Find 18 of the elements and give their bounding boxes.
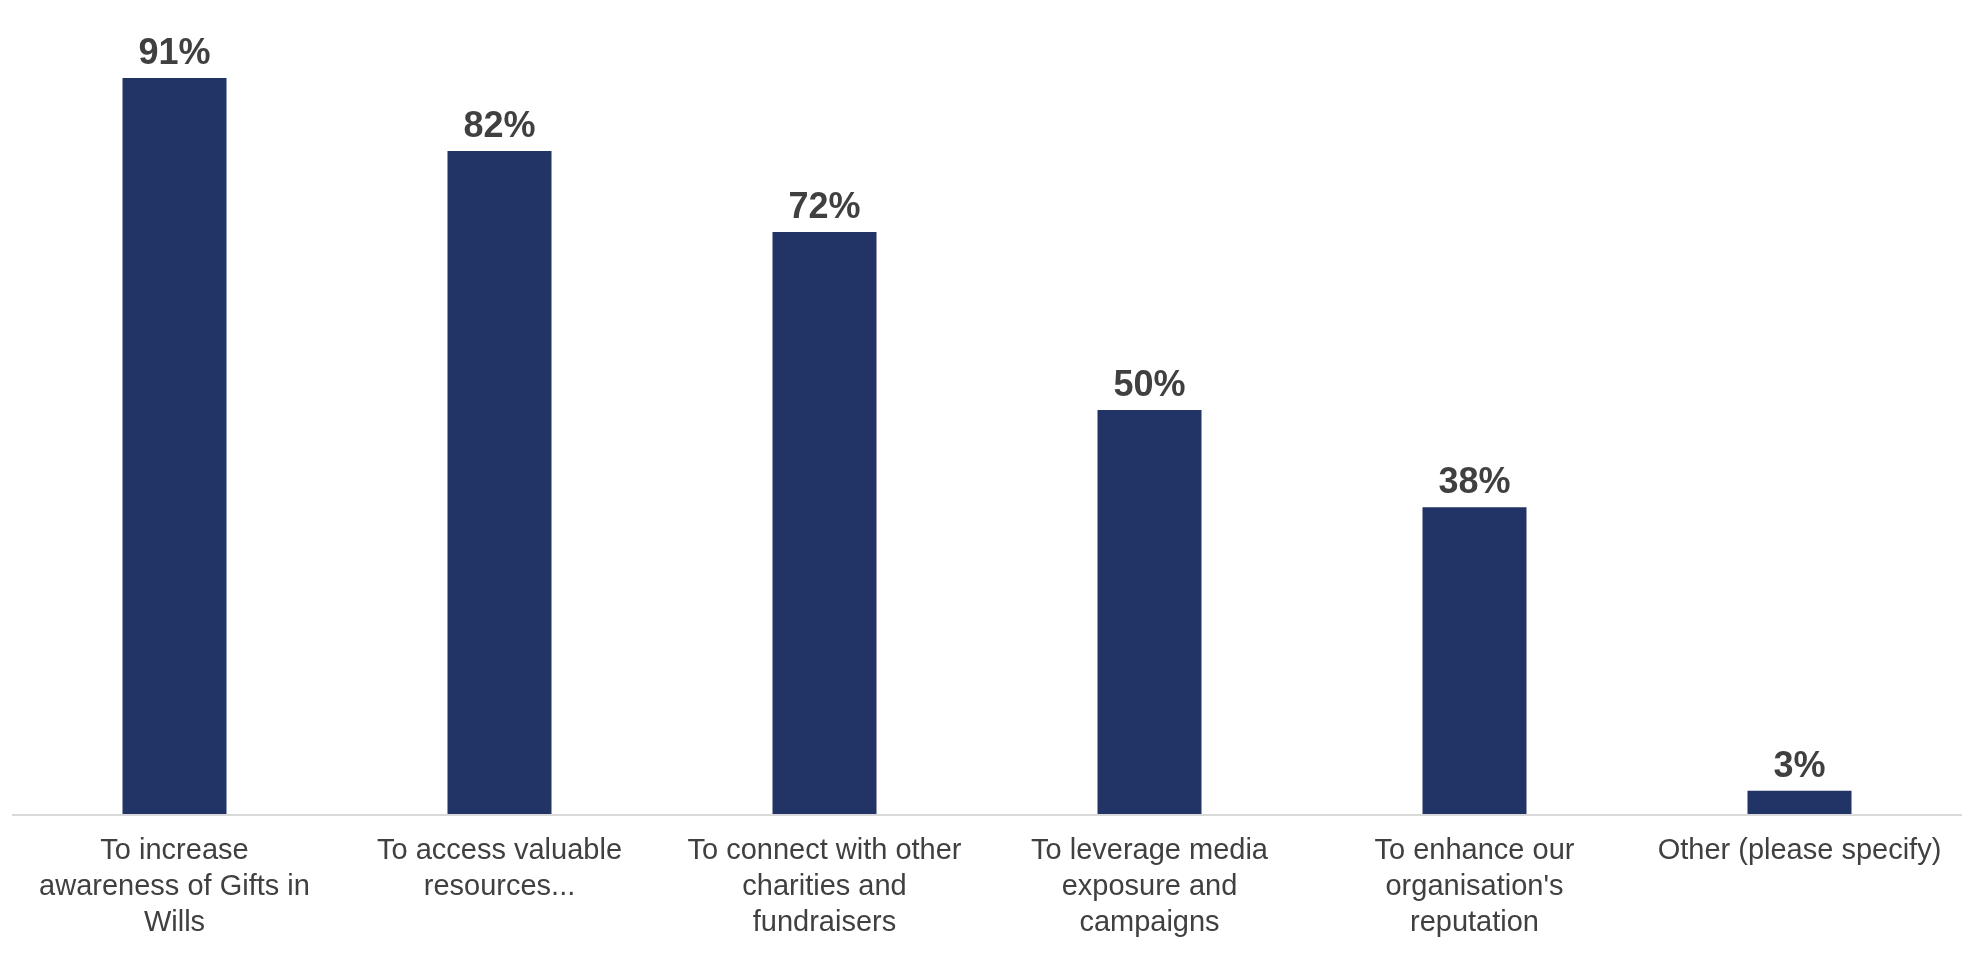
x-tick-label: To increase awareness of Gifts in Wills	[39, 833, 310, 937]
bar	[447, 150, 552, 815]
data-label: 38%	[1438, 460, 1511, 502]
x-tick-label: To leverage media exposure and campaigns	[1031, 833, 1269, 937]
bar	[772, 231, 877, 815]
x-tick-label: To access valuable resources...	[376, 833, 623, 901]
bar	[1422, 507, 1527, 815]
bar	[1097, 410, 1202, 815]
data-label: 82%	[463, 103, 536, 145]
x-tick-label: To connect with other charities and fundraisers	[687, 833, 962, 937]
data-label: 3%	[1773, 743, 1826, 785]
data-label: 91%	[138, 31, 211, 72]
bar	[122, 78, 227, 815]
bar	[1747, 790, 1852, 815]
data-label: 72%	[788, 184, 861, 226]
x-tick-label: Other (please specify)	[1657, 833, 1942, 865]
x-tick-label: To enhance our organisation's reputation	[1374, 833, 1575, 937]
data-label: 50%	[1113, 363, 1186, 405]
